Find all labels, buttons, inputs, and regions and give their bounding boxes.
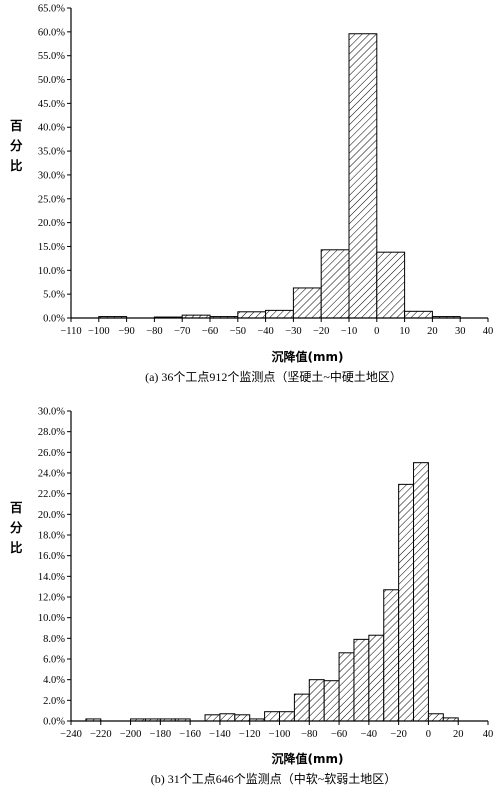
x-tick-label: −160 [179,729,201,740]
x-tick-label: −70 [174,326,190,337]
x-axis-label: 沉降值(mm) [272,751,344,766]
x-tick-label: −20 [390,729,406,740]
histogram-bar [404,310,433,319]
x-tick-label: 40 [483,729,494,740]
y-tick-label: 20.0% [38,218,65,229]
y-tick-label: 2.0% [43,696,65,707]
y-axis-label: 百分比 [10,118,23,173]
histogram-bar [413,462,429,722]
histogram-bar [320,249,350,319]
y-tick-label: 65.0% [38,4,65,15]
histogram-bar [264,711,281,722]
y-tick-label: 30.0% [38,407,65,418]
histogram-bar [279,711,295,722]
histogram-bar [219,713,236,722]
histogram-bar [265,309,294,319]
y-tick-label: 14.0% [38,572,65,583]
x-tick-label: −120 [239,729,261,740]
y-tick-label: 4.0% [43,675,65,686]
y-tick-label: 60.0% [38,27,65,38]
x-tick-label: −20 [313,326,329,337]
histogram-bar [338,652,355,722]
y-tick-label: 16.0% [38,551,65,562]
x-tick-label: 40 [483,326,494,337]
y-tick-label: 20.0% [38,510,65,521]
x-tick-label: −100 [88,326,110,337]
y-tick-label: 6.0% [43,655,65,666]
y-tick-label: 50.0% [38,75,65,86]
chart-caption: (b) 31个工点646个监测点（中软~软弱土地区） [151,771,397,786]
histogram-bar [353,638,370,722]
y-tick-label: 28.0% [38,427,65,438]
histogram-bar [368,634,385,722]
x-tick-label: −180 [150,729,172,740]
histogram-bar [376,251,406,319]
x-tick-label: −240 [60,729,82,740]
x-tick-label: −40 [361,729,377,740]
x-tick-label: −200 [120,729,142,740]
x-tick-label: −140 [209,729,231,740]
y-tick-label: 55.0% [38,51,65,62]
y-tick-label: 18.0% [38,531,65,542]
x-tick-label: 0 [426,729,431,740]
x-tick-label: −10 [341,326,357,337]
y-tick-label: 0.0% [43,314,65,325]
histogram-bar [293,693,310,722]
histogram-bar [383,589,400,722]
y-tick-label: 22.0% [38,489,65,500]
x-tick-label: −110 [60,326,81,337]
x-tick-label: −60 [202,326,218,337]
histogram-bar [427,713,444,722]
y-tick-label: 5.0% [43,290,65,301]
x-tick-label: −40 [257,326,273,337]
histogram-bar [398,483,415,722]
chart-a: 0.0% 5.0% 10.0% 15.0% 20.0% 25.0% 30.0% 35.0% 40… [10,4,493,385]
histogram-bar [348,33,378,319]
y-tick-label: 30.0% [38,170,65,181]
x-tick-label: 30 [455,326,466,337]
y-tick-label: 35.0% [38,147,65,158]
x-tick-label: 0 [374,326,379,337]
y-axis-label: 百分比 [10,500,23,555]
x-tick-label: −50 [230,326,246,337]
y-tick-label: 15.0% [38,242,65,253]
x-axis-label: 沉降值(mm) [272,349,344,364]
histogram-bar [234,714,251,722]
chart-caption: (a) 36个工点912个监测点（坚硬土~中硬土地区） [145,369,402,384]
x-tick-label: 20 [453,729,464,740]
histogram-bar [292,287,322,319]
histogram-bar [237,311,267,319]
y-tick-label: 10.0% [38,613,65,624]
histogram-bar [204,714,221,722]
y-tick-label: 10.0% [38,266,65,277]
histogram-bar [323,680,340,722]
x-tick-label: −80 [146,326,162,337]
y-tick-label: 25.0% [38,194,65,205]
y-tick-label: 40.0% [38,123,65,134]
x-tick-label: −100 [269,729,291,740]
histogram-bar [308,679,325,722]
y-tick-label: 12.0% [38,593,65,604]
x-tick-label: −90 [118,326,134,337]
y-tick-label: 45.0% [38,99,65,110]
y-tick-label: 0.0% [43,717,65,728]
x-tick-label: 10 [399,326,410,337]
x-tick-label: −220 [90,729,112,740]
x-tick-label: 20 [427,326,438,337]
x-tick-label: −80 [301,729,317,740]
y-tick-label: 8.0% [43,634,65,645]
y-tick-label: 24.0% [38,469,65,480]
chart-b: 0.0% 2.0% 4.0% 6.0% 8.0% 10.0% 12.0% 14.0% 16.0%… [10,407,493,787]
y-tick-label: 26.0% [38,448,65,459]
x-tick-label: −60 [331,729,347,740]
x-tick-label: −30 [285,326,301,337]
